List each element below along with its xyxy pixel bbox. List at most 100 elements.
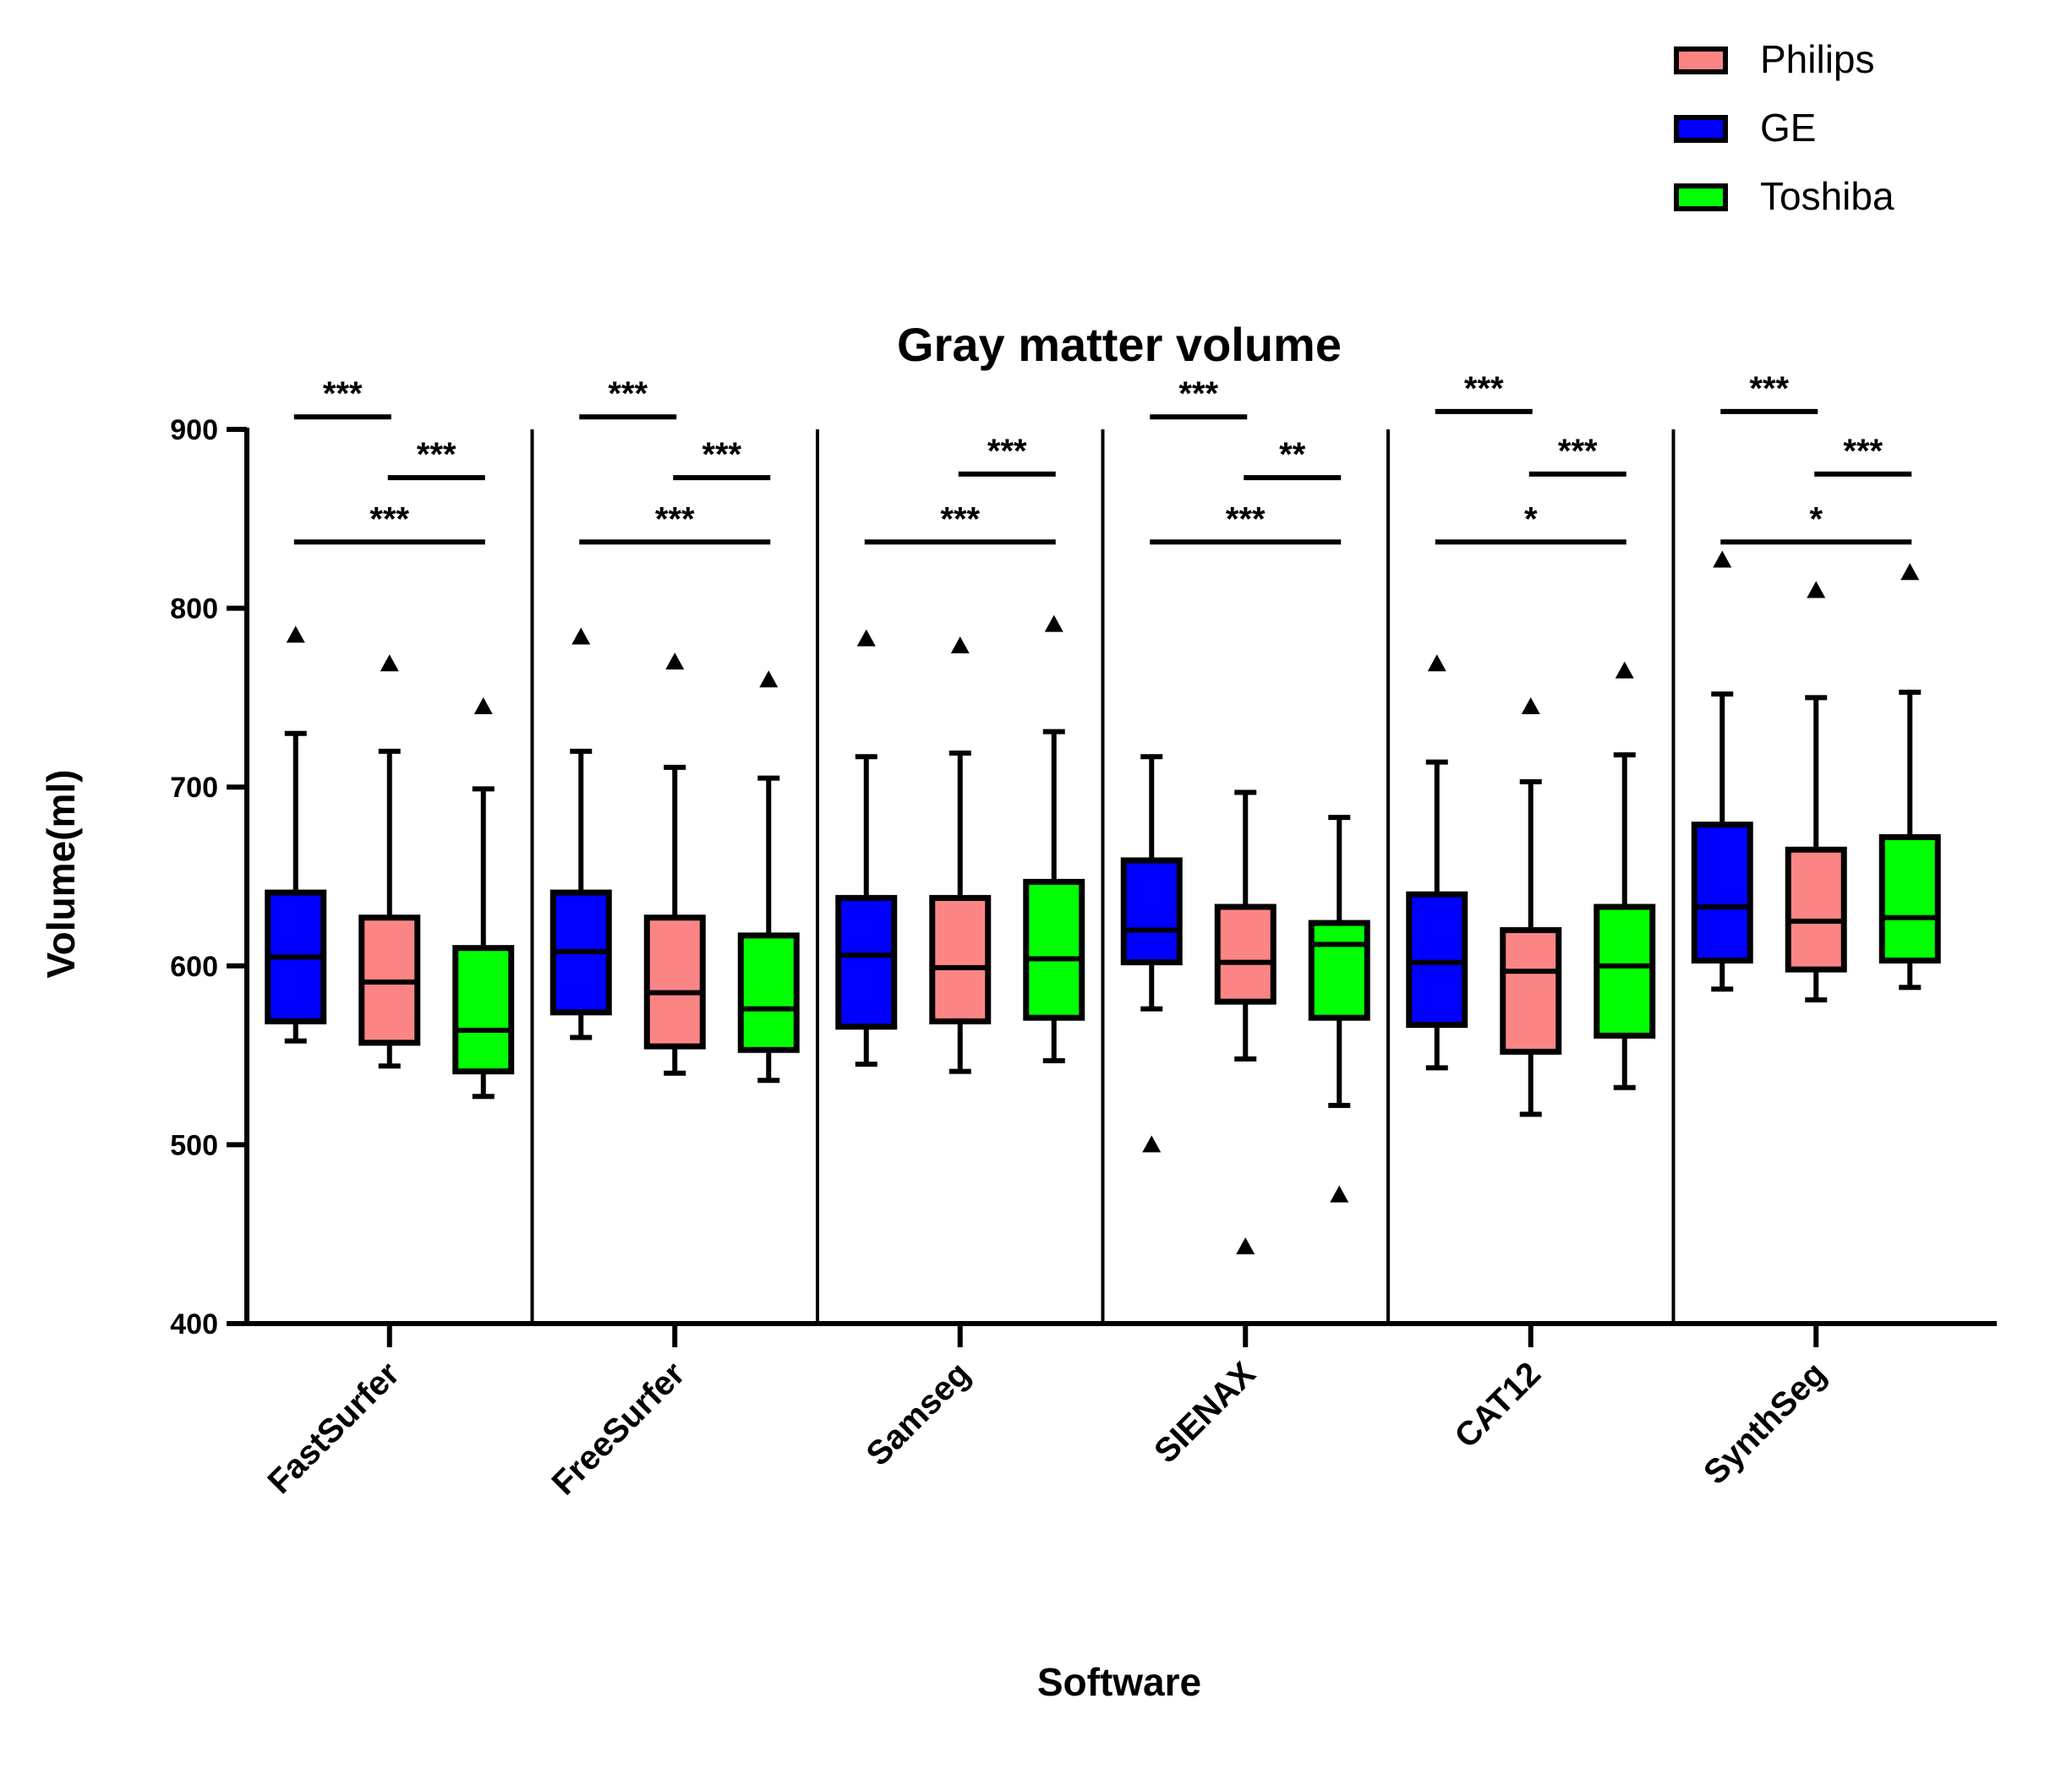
box-cat12-ge	[1406, 654, 1468, 1071]
box-samseg-philips	[929, 636, 992, 1074]
outlier-marker	[1427, 654, 1446, 672]
outlier-marker	[1236, 1237, 1255, 1255]
significance-label: *	[1809, 500, 1823, 538]
box-sienax-philips	[1214, 789, 1277, 1255]
box-iqr	[643, 915, 706, 1050]
box-synthseg-philips	[1785, 581, 1847, 1003]
significance-label: ***	[608, 375, 648, 412]
legend-item-toshiba: Toshiba	[1674, 174, 1894, 218]
box-iqr	[452, 945, 515, 1075]
significance-label: ***	[1558, 433, 1598, 470]
outlier-marker	[856, 629, 876, 647]
y-tick-label: 800	[170, 593, 218, 625]
outlier-marker	[1900, 563, 1920, 581]
box-iqr	[835, 894, 898, 1030]
box-cat12-philips	[1500, 696, 1562, 1117]
box-freesurfer-philips	[643, 652, 706, 1076]
outlier-marker	[380, 654, 399, 672]
box-synthseg-ge	[1691, 550, 1753, 992]
outlier-marker	[1807, 581, 1826, 598]
legend-label-ge: GE	[1760, 106, 1816, 150]
box-freesurfer-toshiba	[737, 670, 800, 1084]
outlier-marker	[1330, 1185, 1349, 1203]
legend: Philips GE Toshiba	[1674, 37, 1894, 218]
box-iqr	[1785, 846, 1847, 973]
legend-swatch-ge	[1674, 115, 1728, 143]
legend-item-ge: GE	[1674, 106, 1816, 150]
significance-label: ***	[1749, 370, 1789, 407]
box-freesurfer-ge	[549, 627, 612, 1040]
box-iqr	[1120, 857, 1183, 966]
significance-label: ***	[417, 436, 456, 473]
x-tick-label-cat12: CAT12	[1448, 1355, 1549, 1455]
group-freesurfer: FreeSurfer*********	[544, 375, 800, 1502]
significance-label: ***	[369, 500, 409, 538]
box-sienax-ge	[1120, 754, 1183, 1153]
box-iqr	[1406, 891, 1468, 1029]
box-iqr	[1594, 904, 1656, 1039]
x-tick-label-fastsurfer: FastSurfer	[261, 1355, 407, 1501]
significance-label: ***	[987, 433, 1027, 470]
significance-label: ***	[1464, 370, 1504, 407]
outlier-marker	[286, 625, 305, 643]
outlier-marker	[1615, 661, 1634, 679]
significance-label: **	[1279, 436, 1306, 473]
outlier-marker	[571, 627, 591, 645]
significance-label: ***	[1226, 500, 1266, 538]
significance-label: ***	[1178, 375, 1218, 412]
box-fastsurfer-ge	[265, 625, 327, 1044]
significance-label: ***	[323, 375, 363, 412]
y-tick-label: 400	[170, 1308, 218, 1340]
group-sienax: SIENAX********	[1120, 375, 1370, 1471]
group-fastsurfer: FastSurfer*********	[261, 375, 515, 1501]
box-iqr	[929, 894, 992, 1024]
box-iqr	[1878, 833, 1941, 964]
legend-label-toshiba: Toshiba	[1760, 174, 1894, 218]
box-iqr	[1023, 878, 1085, 1021]
outlier-marker	[950, 636, 970, 654]
significance-label: ***	[702, 436, 741, 473]
outlier-marker	[1521, 696, 1540, 714]
box-fastsurfer-philips	[358, 654, 421, 1069]
plot-area: 400500600700800900FastSurfer*********Fre…	[170, 370, 1997, 1502]
group-cat12: CAT12*******	[1406, 370, 1656, 1455]
x-tick-label-synthseg: SynthSeg	[1697, 1355, 1834, 1492]
chart-title: Gray matter volume	[897, 318, 1342, 371]
box-iqr	[1691, 822, 1753, 964]
outlier-marker	[473, 696, 493, 714]
legend-item-philips: Philips	[1674, 37, 1875, 81]
box-iqr	[1500, 926, 1562, 1055]
outlier-marker	[1142, 1135, 1162, 1153]
significance-label: ***	[1843, 433, 1883, 470]
legend-label-philips: Philips	[1760, 37, 1875, 81]
y-axis-title: Volume(ml)	[39, 769, 83, 978]
x-axis-title: Software	[1037, 1660, 1201, 1704]
significance-label: *	[1524, 500, 1538, 538]
y-tick-label: 900	[170, 414, 218, 446]
legend-swatch-philips	[1674, 46, 1728, 74]
outlier-marker	[1713, 550, 1732, 568]
legend-swatch-toshiba	[1674, 183, 1728, 211]
box-fastsurfer-toshiba	[452, 696, 515, 1100]
significance-label: ***	[655, 500, 695, 538]
y-tick-label: 600	[170, 951, 218, 983]
outlier-marker	[759, 670, 779, 688]
x-tick-label-freesurfer: FreeSurfer	[544, 1355, 692, 1502]
box-iqr	[737, 932, 800, 1053]
y-tick-label: 700	[170, 772, 218, 804]
box-synthseg-toshiba	[1878, 563, 1941, 991]
outlier-marker	[665, 652, 685, 670]
box-iqr	[1308, 920, 1370, 1021]
box-samseg-toshiba	[1023, 614, 1085, 1063]
significance-label: ***	[940, 500, 980, 538]
box-sienax-toshiba	[1308, 815, 1370, 1203]
box-iqr	[1214, 904, 1277, 1005]
box-samseg-ge	[835, 629, 898, 1067]
x-tick-label-samseg: Samseg	[860, 1355, 978, 1473]
outlier-marker	[1044, 614, 1063, 632]
x-tick-label-sienax: SIENAX	[1147, 1355, 1263, 1471]
group-samseg: Samseg ******	[835, 433, 1085, 1473]
box-cat12-toshiba	[1594, 661, 1656, 1090]
y-tick-label: 500	[170, 1129, 218, 1161]
